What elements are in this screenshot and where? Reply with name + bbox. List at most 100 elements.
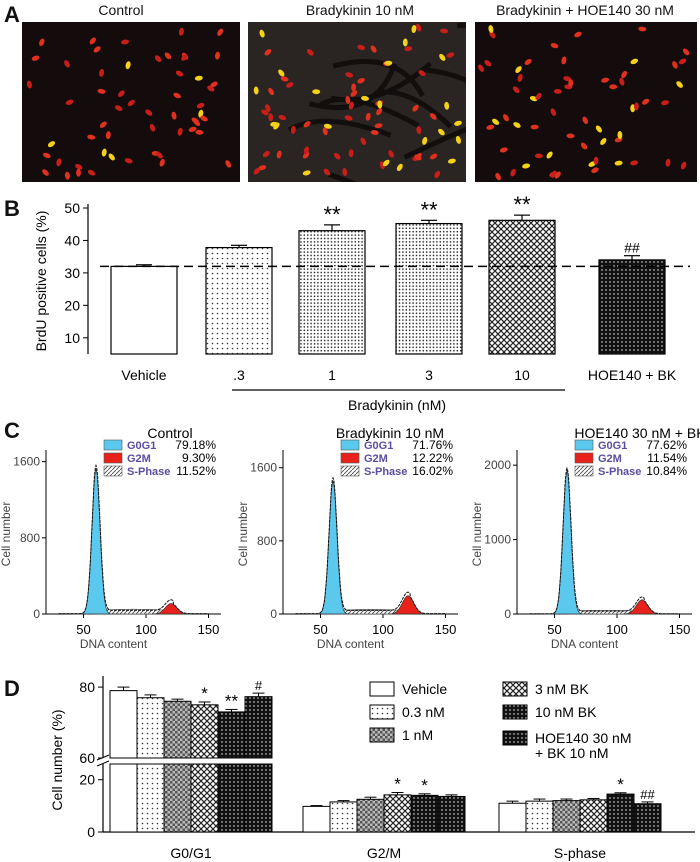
histogram-title: Bradykinin 10 nM — [336, 425, 444, 441]
bar — [552, 800, 581, 833]
legend-label: 1 nM — [402, 727, 433, 743]
significance-marker: ## — [624, 240, 640, 256]
legend-swatch — [502, 681, 528, 697]
significance-marker: * — [394, 775, 401, 794]
legend-label: + BK 10 nM — [535, 745, 609, 761]
legend-label: G2M — [364, 453, 388, 465]
y-tick-label: 50 — [64, 200, 80, 216]
legend-label: G0G1 — [598, 440, 627, 452]
bar-lower-segment — [163, 763, 192, 833]
y-axis-title: Cell number — [470, 502, 484, 567]
bar-lower-segment — [244, 763, 273, 833]
significance-marker: ** — [420, 197, 438, 222]
micrograph-control — [22, 22, 240, 182]
legend-label: G2M — [598, 453, 622, 465]
legend-swatch — [369, 727, 395, 743]
g0g1-peak — [542, 470, 592, 615]
bar — [410, 794, 439, 833]
legend-value: 71.76% — [412, 438, 453, 452]
legend-label: HOE140 30 nM — [535, 730, 632, 746]
legend-value: 79.18% — [175, 438, 216, 452]
legend-swatch — [340, 439, 360, 451]
x-tick-label: HOE140 + BK — [588, 367, 677, 383]
significance-marker: ## — [640, 787, 655, 802]
bar — [205, 246, 273, 355]
micrograph-hoe140 — [475, 22, 697, 182]
bar-lower-segment — [136, 763, 165, 833]
x-axis-title: DNA content — [317, 637, 385, 651]
fit-envelope — [295, 476, 446, 615]
x-tick-label: 150 — [669, 622, 691, 637]
panel-label-b: B — [4, 196, 20, 221]
x-tick-label: S-phase — [554, 845, 606, 861]
micrograph-title-bradykinin: Bradykinin 10 nM — [305, 2, 415, 18]
bar — [633, 803, 662, 833]
brdu-bar-chart: 10 20 30 40 50 BrdU positive cells (%) Vehicle… — [33, 196, 690, 413]
histogram-title: HOE140 30 nM + BK — [574, 425, 700, 441]
histogram-3: HOE140 30 nM + BK 0 1000 2000 50 100 150 DNA co… — [470, 425, 700, 651]
legend-swatch — [502, 730, 528, 746]
bar — [298, 230, 366, 355]
bar — [606, 793, 635, 833]
legend-swatch — [574, 465, 594, 477]
y-tick-label: 1600 — [13, 455, 40, 469]
y-tick-label: 800 — [257, 534, 277, 548]
legend-label: S-Phase — [127, 466, 170, 478]
x-tick-label: 1 — [328, 367, 336, 383]
x-tick-label: 100 — [372, 622, 394, 637]
micrograph-bradykinin — [248, 22, 466, 182]
legend-label: 3 nM BK — [535, 681, 589, 697]
x-tick-label: 10 — [514, 367, 530, 383]
x-tick-label: 100 — [606, 622, 628, 637]
bar — [525, 800, 554, 833]
x-tick-label: 50 — [76, 622, 90, 637]
legend-label: G0G1 — [127, 440, 156, 452]
bar — [395, 222, 463, 355]
y-tick-label: 20 — [64, 297, 80, 313]
legend-swatch — [340, 465, 360, 477]
bar-lower-segment — [190, 763, 219, 833]
legend-label: S-Phase — [598, 466, 641, 478]
significance-marker: ** — [225, 691, 239, 710]
bar — [598, 259, 666, 355]
legend-swatch — [574, 439, 594, 451]
x-axis-title: DNA content — [551, 637, 619, 651]
histogram-title: Control — [147, 425, 192, 441]
y-tick-label: 1000 — [484, 533, 511, 547]
histogram-2: Bradykinin 10 nM 0 800 1600 50 100 150 DNA cont… — [236, 425, 458, 651]
significance-marker: * — [201, 684, 208, 703]
g0g1-peak — [71, 468, 121, 615]
significance-marker: * — [421, 776, 428, 795]
y-tick-label: 30 — [64, 265, 80, 281]
x-tick-label: Vehicle — [121, 367, 166, 383]
y-tick-label: 0 — [504, 607, 511, 621]
y-tick-label: 10 — [64, 330, 80, 346]
legend-value: 10.84% — [646, 464, 687, 478]
legend-label: Vehicle — [402, 681, 447, 697]
significance-marker: * — [617, 775, 624, 794]
panel-label-a: A — [4, 2, 20, 27]
bar — [356, 798, 385, 833]
bar-lower-segment — [217, 763, 246, 833]
bar — [163, 700, 192, 759]
x-tick-label: G0/G1 — [170, 845, 211, 861]
panel-label-d: D — [4, 676, 20, 701]
legend-label: G2M — [127, 453, 151, 465]
y-axis-title: Cell number — [0, 502, 13, 567]
micrograph-title-hoe140: Bradykinin + HOE140 30 nM — [496, 2, 674, 18]
legend-swatch — [369, 681, 395, 697]
y-tick-label: 40 — [64, 232, 80, 248]
legend-swatch — [340, 452, 360, 464]
bar — [383, 794, 412, 833]
legend-label: S-Phase — [364, 466, 407, 478]
bar — [488, 219, 556, 355]
bar — [302, 805, 331, 833]
x-tick-label: 3 — [425, 367, 433, 383]
legend-value: 16.02% — [412, 464, 453, 478]
legend-swatch — [502, 704, 528, 720]
bar — [579, 799, 608, 833]
legend-value: 77.62% — [646, 438, 687, 452]
y-axis-title: Cell number — [236, 502, 250, 567]
x-tick-label: 150 — [198, 622, 220, 637]
y-tick-label: 1600 — [250, 461, 277, 475]
